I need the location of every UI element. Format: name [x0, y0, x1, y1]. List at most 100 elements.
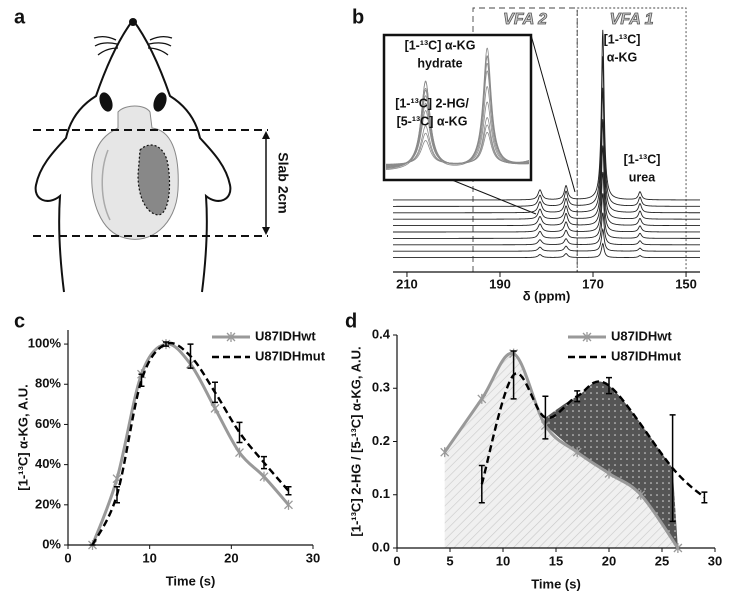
x-tick-label: 10 — [142, 550, 156, 565]
peak-label: [1-¹³C] — [604, 32, 641, 46]
error-bar — [138, 373, 145, 388]
tumor — [137, 144, 171, 216]
nose — [129, 18, 137, 26]
peak-label: [5-¹³C] α-KG — [397, 114, 468, 128]
spectrum-trace — [393, 145, 700, 227]
x-axis-label: Time (s) — [166, 573, 216, 588]
spectrum-trace — [393, 212, 700, 246]
inset-connector — [451, 179, 537, 215]
inset-connector — [530, 34, 576, 193]
y-tick-label: 0.4 — [372, 326, 391, 341]
inset-trace — [386, 131, 529, 165]
series-line — [91, 342, 290, 546]
y-tick-label: 0.2 — [372, 433, 390, 448]
x-axis-label: Time (s) — [531, 576, 581, 591]
spectrum-trace — [393, 171, 700, 233]
error-bar — [574, 390, 581, 403]
peak-label: α-KG — [607, 50, 638, 64]
marker — [604, 468, 614, 479]
panel-label: b — [352, 6, 364, 28]
x-tick-label: 15 — [549, 553, 563, 568]
y-tick-label: 0% — [42, 536, 61, 551]
inset-box — [382, 33, 533, 182]
x-tick-label: 170 — [582, 276, 604, 291]
inset-traces — [386, 47, 529, 171]
panel-label: a — [14, 6, 26, 28]
peak-label: [1-¹³C] 2-HG/ — [395, 96, 469, 110]
error-bar — [114, 485, 120, 504]
error-bar — [542, 395, 549, 440]
marker — [440, 447, 450, 458]
spectrum-trace — [393, 242, 700, 259]
y-tick-label: 60% — [35, 416, 61, 431]
peak-label: urea — [629, 170, 656, 184]
peak-label: [1-¹³C] — [624, 152, 661, 166]
error-bar — [285, 485, 292, 496]
error-bar — [212, 381, 218, 404]
error-bar — [261, 455, 267, 470]
marker — [235, 447, 244, 458]
y-tick-label: 0.3 — [372, 380, 390, 395]
vfa-label: VFA 2 — [503, 11, 547, 28]
y-tick-label: 0.1 — [372, 486, 390, 501]
marker — [636, 489, 646, 500]
legend-label: U87IDHmut — [255, 348, 326, 363]
spectrum-trace — [393, 29, 700, 201]
legend-label: U87IDHmut — [611, 348, 682, 363]
marker — [210, 403, 220, 414]
x-tick-label: 210 — [396, 276, 418, 291]
legend-label: U87IDHwt — [255, 328, 316, 343]
error-bar — [510, 350, 517, 400]
legend-marker — [226, 332, 236, 342]
marker — [477, 393, 487, 404]
outline — [132, 19, 232, 293]
x-tick-label: 0 — [64, 550, 71, 565]
x-tick-label: 20 — [224, 550, 238, 565]
y-tick-label: 80% — [35, 376, 61, 391]
y-axis-label: [1-¹³C] α-KG, A.U. — [15, 384, 30, 490]
area — [444, 353, 678, 548]
vfa-region — [576, 7, 687, 272]
ear — [99, 92, 113, 112]
panel-label: d — [345, 310, 357, 332]
y-tick-label: 0.0 — [372, 539, 390, 554]
error-bar — [701, 491, 708, 504]
marker — [673, 543, 683, 553]
spectrum-trace — [393, 87, 700, 214]
x-tick-label: 20 — [602, 553, 616, 568]
peak-label: [1-¹³C] α-KG — [405, 38, 476, 52]
x-tick-label: 30 — [306, 550, 320, 565]
outline — [34, 19, 134, 293]
whiskers — [93, 36, 173, 56]
y-axis-label: [1-¹³C] 2-HG / [5-¹³C] α-KG, A.U. — [348, 346, 363, 536]
x-tick-label: 190 — [489, 276, 511, 291]
spectrum-trace — [393, 119, 700, 220]
peak-label: hydrate — [417, 56, 462, 70]
spectrum-trace — [393, 227, 700, 252]
error-bar — [669, 414, 676, 523]
marker — [259, 471, 269, 482]
ear — [153, 92, 167, 112]
organ-line — [101, 149, 111, 221]
vfa-label: VFA 1 — [610, 11, 654, 28]
y-tick-label: 40% — [35, 456, 61, 471]
marker — [284, 499, 293, 510]
x-tick-label: 150 — [675, 276, 697, 291]
error-bar — [163, 341, 169, 347]
error-bar — [478, 464, 485, 504]
panel-label: c — [14, 310, 25, 332]
spectrum-trace — [393, 193, 700, 239]
x-tick-label: 30 — [708, 553, 722, 568]
error-bar — [236, 421, 243, 444]
error-bar — [187, 343, 194, 369]
x-tick-label: 25 — [655, 553, 669, 568]
mouse-diagram: a Slab 2cm — [14, 6, 291, 293]
area — [545, 381, 678, 548]
x-tick-label: 10 — [496, 553, 510, 568]
x-tick-label: 5 — [446, 553, 453, 568]
marker — [572, 447, 582, 458]
legend-label: U87IDHwt — [611, 328, 672, 343]
y-tick-label: 100% — [28, 336, 62, 351]
slab-label: Slab 2cm — [275, 152, 291, 213]
